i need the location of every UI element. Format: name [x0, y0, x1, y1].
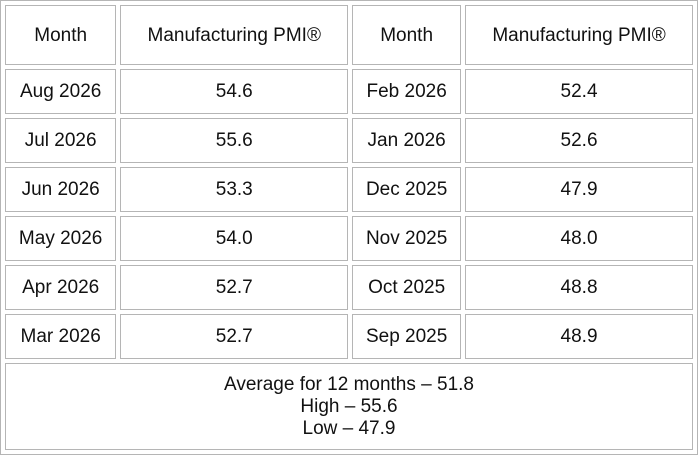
month-cell: Aug 2026 — [5, 69, 117, 114]
pmi-cell: 48.9 — [465, 314, 693, 359]
pmi-cell: 48.8 — [465, 265, 693, 310]
table-head: Month Manufacturing PMI® Month Manufactu… — [5, 5, 693, 65]
month-cell: Nov 2025 — [352, 216, 462, 261]
footer-cell: Average for 12 months – 51.8 High – 55.6 L… — [5, 363, 693, 450]
month-cell: May 2026 — [5, 216, 117, 261]
pmi-cell: 54.6 — [120, 69, 349, 114]
footer-line: High – 55.6 — [300, 395, 398, 417]
table-row: Aug 2026 54.6 Feb 2026 52.4 — [5, 69, 693, 114]
pmi-cell: 48.0 — [465, 216, 693, 261]
table-row: May 2026 54.0 Nov 2025 48.0 — [5, 216, 693, 261]
header-row: Month Manufacturing PMI® Month Manufactu… — [5, 5, 693, 65]
pmi-cell: 53.3 — [120, 167, 349, 212]
pmi-cell: 55.6 — [120, 118, 349, 163]
month-cell: Apr 2026 — [5, 265, 117, 310]
month-cell: Jun 2026 — [5, 167, 117, 212]
pmi-cell: 47.9 — [465, 167, 693, 212]
month-cell: Jan 2026 — [352, 118, 462, 163]
pmi-cell: 52.7 — [120, 265, 349, 310]
table-row: Jun 2026 53.3 Dec 2025 47.9 — [5, 167, 693, 212]
month-cell: Mar 2026 — [5, 314, 117, 359]
footer-line: Average for 12 months – 51.8 — [224, 373, 474, 395]
footer-line: Low – 47.9 — [302, 417, 396, 439]
table-foot: Average for 12 months – 51.8 High – 55.6 L… — [5, 363, 693, 450]
month-cell: Oct 2025 — [352, 265, 462, 310]
footer-row: Average for 12 months – 51.8 High – 55.6 L… — [5, 363, 693, 450]
table-row: Jul 2026 55.6 Jan 2026 52.6 — [5, 118, 693, 163]
month-cell: Feb 2026 — [352, 69, 462, 114]
pmi-cell: 54.0 — [120, 216, 349, 261]
pmi-cell: 52.6 — [465, 118, 693, 163]
header-cell: Manufacturing PMI® — [120, 5, 349, 65]
header-cell: Month — [352, 5, 462, 65]
table-row: Mar 2026 52.7 Sep 2025 48.9 — [5, 314, 693, 359]
table-body: Aug 2026 54.6 Feb 2026 52.4 Jul 2026 55.6 Jan … — [5, 69, 693, 359]
header-cell: Month — [5, 5, 117, 65]
month-cell: Sep 2025 — [352, 314, 462, 359]
month-cell: Jul 2026 — [5, 118, 117, 163]
month-cell: Dec 2025 — [352, 167, 462, 212]
pmi-cell: 52.4 — [465, 69, 693, 114]
header-cell: Manufacturing PMI® — [465, 5, 693, 65]
table-row: Apr 2026 52.7 Oct 2025 48.8 — [5, 265, 693, 310]
pmi-cell: 52.7 — [120, 314, 349, 359]
